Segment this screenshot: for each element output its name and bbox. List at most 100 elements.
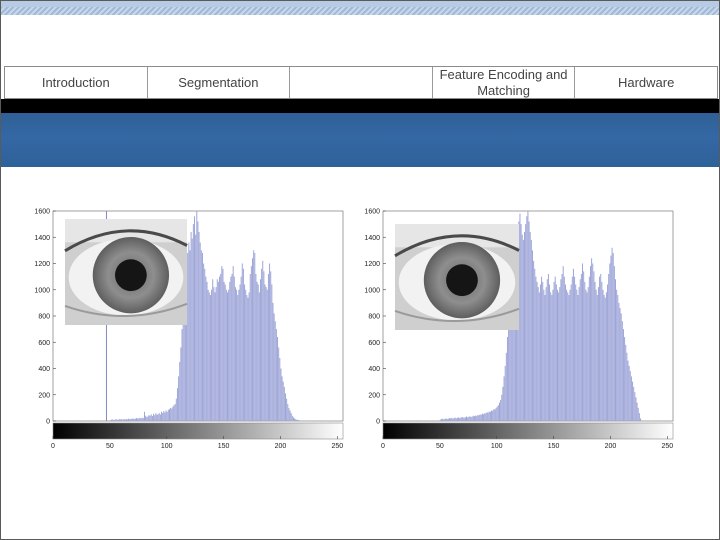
histogram-bar — [558, 292, 560, 421]
histogram-bar — [549, 284, 551, 421]
histogram-bar — [224, 284, 226, 421]
histogram-bar — [178, 376, 180, 421]
tab-hardware[interactable]: Hardware — [617, 74, 675, 90]
histogram-bar — [187, 253, 189, 421]
histogram-bar — [571, 276, 573, 421]
histogram-bar — [221, 266, 223, 421]
histogram-bar — [157, 414, 159, 421]
histogram-bar — [546, 279, 548, 421]
histogram-bar — [466, 416, 468, 421]
histogram-bar — [539, 284, 541, 421]
histogram-bar — [172, 406, 174, 421]
histogram-bar — [200, 250, 202, 421]
histogram-bar — [587, 287, 589, 421]
histogram-bar — [541, 276, 543, 421]
histogram-bar — [120, 419, 122, 421]
histogram-bar — [123, 419, 125, 421]
histogram-bar — [552, 289, 554, 421]
histogram-bar — [211, 289, 213, 421]
histogram-bar — [604, 297, 606, 421]
y-tick-label: 1200 — [34, 261, 50, 268]
y-tick-label: 1200 — [364, 261, 380, 268]
histogram-bar — [626, 352, 628, 421]
histogram-bar — [608, 274, 610, 421]
histogram-bar — [633, 386, 635, 421]
histogram-bar — [583, 271, 585, 421]
histogram-bar — [258, 292, 260, 421]
histogram-bar — [283, 386, 285, 421]
histogram-bar — [627, 360, 629, 421]
histogram-bar — [553, 281, 555, 421]
histogram-bar — [486, 412, 488, 421]
histogram-bar — [237, 295, 239, 421]
tab-introduction[interactable]: Introduction — [5, 67, 148, 98]
histogram-bar — [494, 409, 496, 421]
histogram-bar — [137, 418, 139, 421]
histogram-bar — [493, 409, 495, 421]
histogram-bar — [131, 418, 133, 421]
histogram-bar — [616, 289, 618, 421]
tab-segmentation[interactable]: Segmentation — [148, 67, 291, 98]
histogram-bar — [485, 413, 487, 421]
histogram-bar — [499, 402, 500, 421]
histogram-bar — [471, 416, 473, 421]
histogram-bar — [140, 418, 142, 421]
top-decorative-stripe — [1, 1, 719, 15]
histogram-bar — [619, 308, 621, 421]
histogram-bar — [453, 418, 455, 421]
y-tick-label: 1000 — [34, 287, 50, 294]
histogram-bar — [238, 289, 240, 421]
histogram-bar — [175, 398, 177, 421]
histogram-bar — [461, 417, 463, 421]
histogram-bar — [129, 419, 131, 421]
histogram-bar — [164, 412, 166, 421]
histogram-bar — [610, 255, 612, 421]
histogram-bar — [464, 417, 466, 421]
histogram-bar — [635, 397, 637, 421]
histogram-bar — [180, 347, 182, 421]
histogram-bar — [204, 268, 206, 421]
histogram-bar — [615, 279, 616, 421]
histogram-bar — [447, 418, 449, 421]
histogram-bar — [459, 418, 461, 421]
histogram-bar — [452, 418, 454, 421]
histogram-bar — [153, 413, 155, 421]
histogram-bar — [579, 279, 581, 421]
histogram-bar — [139, 417, 141, 421]
top-stripe-band — [1, 1, 719, 7]
histogram-bar — [502, 386, 504, 421]
histogram-bar — [112, 419, 114, 421]
histogram-bar — [601, 281, 603, 421]
histogram-bar — [117, 419, 119, 421]
x-tick-label: 150 — [218, 443, 230, 450]
nav-shadow-bar — [1, 99, 719, 113]
histogram-bar — [442, 418, 444, 421]
histogram-bar — [227, 292, 228, 421]
histogram-bar — [174, 403, 176, 421]
histogram-bar — [148, 415, 150, 421]
histogram-bar — [254, 253, 256, 421]
histogram-bar — [299, 420, 301, 421]
histogram-bar — [265, 287, 267, 421]
histogram-bar — [544, 295, 546, 421]
histogram-bar — [592, 263, 594, 421]
histogram-bar — [183, 292, 185, 421]
histogram-bar — [207, 289, 209, 421]
histogram-bar — [512, 266, 514, 421]
tab-blank[interactable] — [290, 67, 433, 98]
tab-feature-encoding-and-matching[interactable]: Feature Encoding and Matching — [433, 67, 576, 98]
histogram-bar — [519, 213, 521, 421]
histogram-bar — [462, 417, 464, 421]
histogram-bar — [170, 407, 172, 421]
histogram-bar — [529, 232, 531, 421]
histogram-bar — [554, 276, 556, 421]
histogram-bar — [232, 266, 234, 421]
histogram-bar — [547, 274, 549, 421]
histogram-bar — [530, 239, 532, 421]
histogram-bar — [205, 276, 207, 421]
histogram-bar — [130, 418, 132, 421]
histogram-bar — [527, 211, 529, 421]
histogram-bar — [597, 287, 599, 421]
histogram-bar — [295, 419, 297, 421]
histogram-bar — [216, 279, 218, 421]
